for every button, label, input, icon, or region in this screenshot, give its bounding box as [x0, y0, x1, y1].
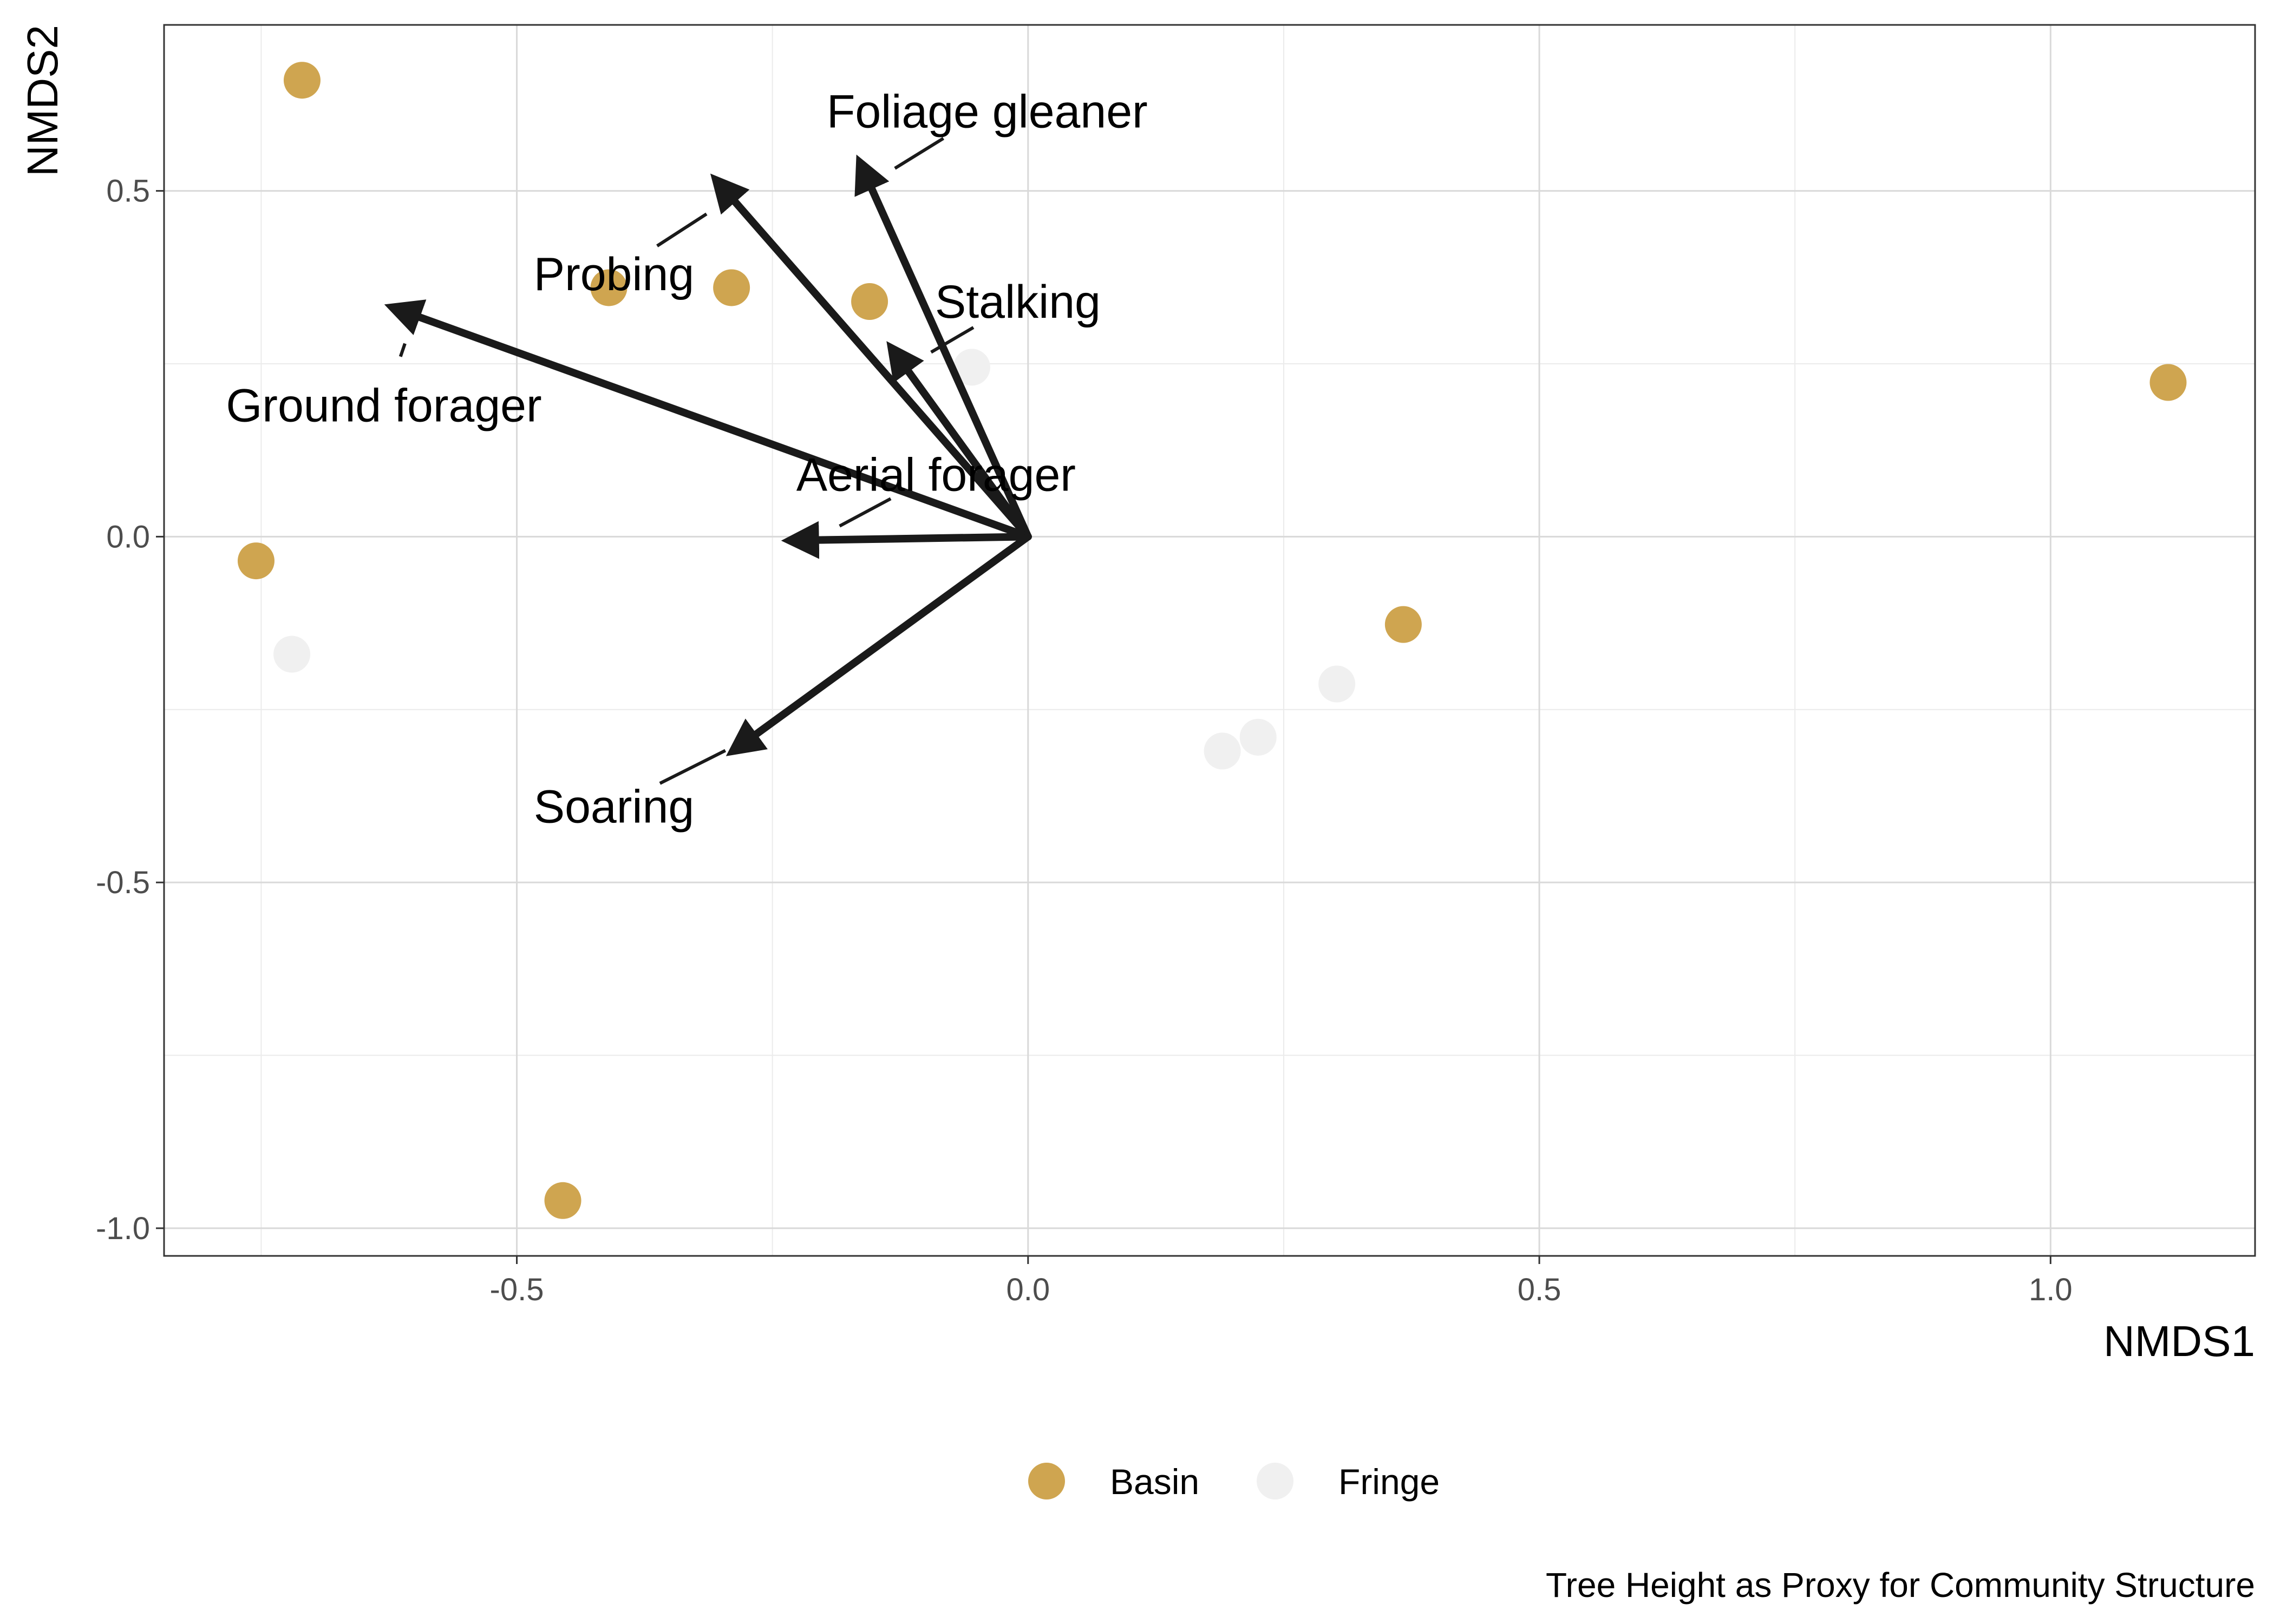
- vector-arrow-stalking: [886, 341, 1032, 541]
- vector-arrow-foliage-gleaner: [854, 154, 1032, 541]
- vector-label-aerial-forager: Aerial forager: [796, 449, 1076, 501]
- y-tick-label: 0.0: [106, 519, 150, 554]
- vector-arrow-aerial-forager: [781, 521, 1032, 559]
- vector-label-stalking: Stalking: [935, 276, 1101, 328]
- grid-lines: [164, 25, 2255, 1256]
- species-vectors: Foliage gleaner Probing Stalking Ground for…: [226, 86, 1147, 833]
- vector-label-probing: Probing: [534, 248, 694, 300]
- vector-leader-foliage-gleaner: [894, 137, 945, 170]
- point-basin: [544, 1182, 581, 1219]
- point-fringe: [273, 636, 311, 673]
- axis-ticks: -0.5 0.0 0.5 1.0 -1.0 -0.5 0.0 0.5: [96, 174, 2073, 1307]
- plot-panel-background: [164, 25, 2255, 1256]
- point-basin: [237, 542, 275, 580]
- x-tick-label: 1.0: [2029, 1272, 2073, 1307]
- vector-label-soaring: Soaring: [534, 781, 694, 833]
- x-tick-label: 0.5: [1518, 1272, 1561, 1307]
- point-basin: [851, 283, 888, 320]
- point-basin: [283, 62, 321, 99]
- x-axis-title: NMDS1: [2103, 1317, 2255, 1365]
- vector-label-foliage-gleaner: Foliage gleaner: [827, 86, 1148, 138]
- vector-arrow-probing: [710, 173, 1032, 541]
- vector-leader-aerial-forager: [839, 497, 892, 528]
- legend: Basin Fringe: [1028, 1462, 1440, 1502]
- data-points: [237, 62, 2187, 1219]
- legend-key-basin: [1028, 1463, 1065, 1499]
- point-fringe: [1239, 718, 1277, 756]
- y-tick-label: 0.5: [106, 174, 150, 209]
- point-basin: [2149, 364, 2187, 401]
- point-basin: [713, 269, 750, 306]
- point-basin: [590, 269, 628, 306]
- x-tick-label: -0.5: [490, 1272, 544, 1307]
- legend-label-fringe: Fringe: [1338, 1462, 1440, 1502]
- vector-leader-probing: [656, 212, 708, 247]
- x-tick-label: 0.0: [1006, 1272, 1050, 1307]
- legend-label-basin: Basin: [1110, 1462, 1199, 1502]
- vector-leader-soaring: [659, 749, 727, 785]
- plot-panel-border: [163, 24, 2256, 1257]
- vector-arrow-ground-forager: [384, 299, 1032, 541]
- vector-leader-stalking: [930, 326, 975, 354]
- legend-key-fringe: [1257, 1463, 1293, 1499]
- vector-leader-ground-forager: [398, 343, 407, 357]
- y-tick-label: -1.0: [96, 1211, 150, 1246]
- point-basin: [1384, 606, 1422, 643]
- point-fringe: [1318, 665, 1356, 703]
- vector-arrow-soaring: [726, 533, 1032, 756]
- vector-label-ground-forager: Ground forager: [226, 380, 541, 432]
- point-fringe: [1204, 732, 1241, 770]
- point-fringe: [953, 349, 990, 386]
- chart-caption: Tree Height as Proxy for Community Struc…: [1546, 1566, 2255, 1605]
- y-tick-label: -0.5: [96, 865, 150, 900]
- y-axis-title: NMDS2: [18, 25, 67, 176]
